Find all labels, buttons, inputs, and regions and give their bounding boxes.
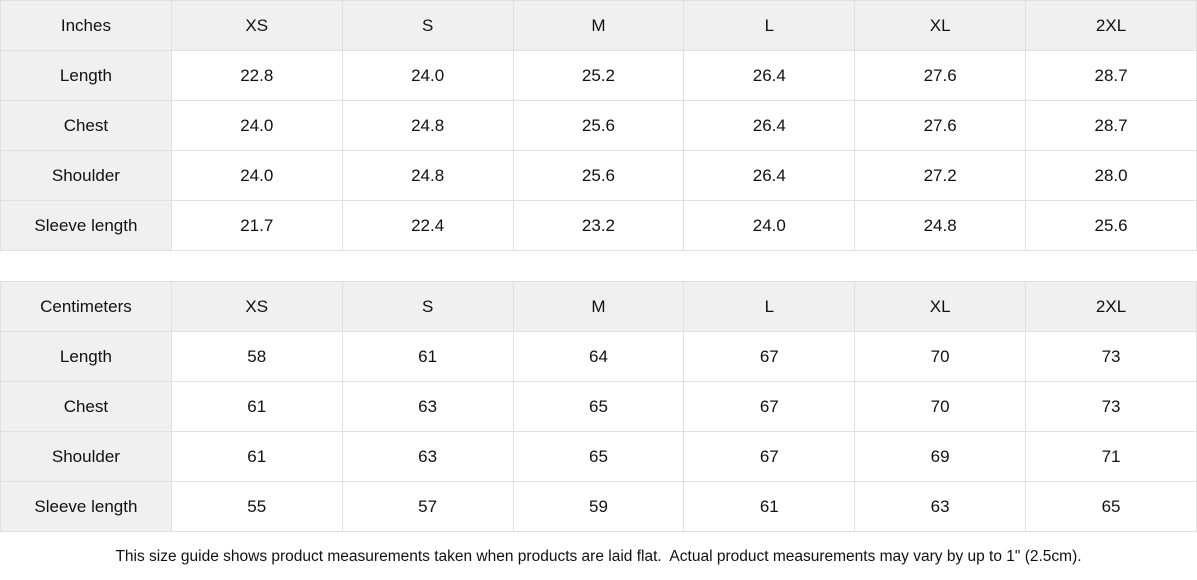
measurement-cell: 63 — [341, 381, 514, 432]
measurement-cell: 26.4 — [683, 150, 856, 201]
measurement-cell: 26.4 — [683, 50, 856, 101]
measurement-cell: 24.0 — [170, 100, 343, 151]
measurement-cell: 61 — [683, 481, 856, 532]
measurement-cell: 24.0 — [170, 150, 343, 201]
row-label-cell: Length — [0, 50, 172, 101]
measurement-cell: 59 — [512, 481, 685, 532]
measurement-cell: 22.4 — [341, 200, 514, 251]
centimeters-header-row: Centimeters XS S M L XL 2XL — [0, 281, 1197, 332]
measurement-cell: 21.7 — [170, 200, 343, 251]
measurement-cell: 25.6 — [1025, 200, 1197, 251]
table-row-shoulder: Shoulder 24.0 24.8 25.6 26.4 27.2 28.0 — [0, 150, 1197, 201]
measurement-cell: 28.7 — [1025, 50, 1197, 101]
measurement-cell: 22.8 — [170, 50, 343, 101]
measurement-cell: 61 — [170, 381, 343, 432]
measurement-cell: 24.8 — [341, 100, 514, 151]
measurement-cell: 63 — [341, 431, 514, 482]
size-header-cell-l: L — [683, 0, 856, 51]
table-row-shoulder: Shoulder 61 63 65 67 69 71 — [0, 431, 1197, 482]
unit-header-cell: Inches — [0, 0, 172, 51]
measurement-cell: 67 — [683, 331, 856, 382]
size-header-cell-xl: XL — [854, 281, 1027, 332]
inches-header-row: Inches XS S M L XL 2XL — [0, 0, 1197, 51]
size-header-cell-2xl: 2XL — [1025, 281, 1197, 332]
measurement-cell: 61 — [341, 331, 514, 382]
table-row-length: Length 22.8 24.0 25.2 26.4 27.6 28.7 — [0, 50, 1197, 101]
measurement-cell: 63 — [854, 481, 1027, 532]
size-header-cell-xs: XS — [170, 281, 343, 332]
measurement-cell: 27.6 — [854, 50, 1027, 101]
row-label-cell: Shoulder — [0, 150, 172, 201]
measurement-cell: 27.6 — [854, 100, 1027, 151]
measurement-cell: 65 — [512, 381, 685, 432]
measurement-cell: 24.8 — [341, 150, 514, 201]
measurement-cell: 57 — [341, 481, 514, 532]
measurement-cell: 70 — [854, 381, 1027, 432]
size-guide-note: This size guide shows product measuremen… — [115, 548, 1082, 565]
measurement-cell: 69 — [854, 431, 1027, 482]
measurement-cell: 55 — [170, 481, 343, 532]
row-label-cell: Length — [0, 331, 172, 382]
table-row-chest: Chest 61 63 65 67 70 73 — [0, 381, 1197, 432]
measurement-cell: 25.2 — [512, 50, 685, 101]
measurement-cell: 70 — [854, 331, 1027, 382]
row-label-cell: Chest — [0, 381, 172, 432]
inches-table: Inches XS S M L XL 2XL Length 22.8 24.0 … — [0, 0, 1197, 251]
measurement-cell: 23.2 — [512, 200, 685, 251]
measurement-cell: 67 — [683, 381, 856, 432]
measurement-cell: 65 — [512, 431, 685, 482]
size-header-cell-2xl: 2XL — [1025, 0, 1197, 51]
centimeters-table: Centimeters XS S M L XL 2XL Length 58 61… — [0, 281, 1197, 532]
row-label-cell: Sleeve length — [0, 481, 172, 532]
measurement-cell: 24.8 — [854, 200, 1027, 251]
size-header-cell-s: S — [341, 0, 514, 51]
measurement-cell: 73 — [1025, 331, 1197, 382]
unit-header-cell: Centimeters — [0, 281, 172, 332]
table-row-sleeve-length: Sleeve length 55 57 59 61 63 65 — [0, 481, 1197, 532]
measurement-cell: 25.6 — [512, 100, 685, 151]
size-header-cell-m: M — [512, 0, 685, 51]
measurement-cell: 71 — [1025, 431, 1197, 482]
size-header-cell-xs: XS — [170, 0, 343, 51]
table-row-length: Length 58 61 64 67 70 73 — [0, 331, 1197, 382]
measurement-cell: 58 — [170, 331, 343, 382]
measurement-cell: 24.0 — [341, 50, 514, 101]
measurement-cell: 28.0 — [1025, 150, 1197, 201]
row-label-cell: Sleeve length — [0, 200, 172, 251]
size-header-cell-l: L — [683, 281, 856, 332]
row-label-cell: Shoulder — [0, 431, 172, 482]
measurement-cell: 25.6 — [512, 150, 685, 201]
row-label-cell: Chest — [0, 100, 172, 151]
table-spacer — [0, 251, 1197, 281]
measurement-cell: 65 — [1025, 481, 1197, 532]
measurement-cell: 26.4 — [683, 100, 856, 151]
size-header-cell-s: S — [341, 281, 514, 332]
table-row-chest: Chest 24.0 24.8 25.6 26.4 27.6 28.7 — [0, 100, 1197, 151]
measurement-cell: 61 — [170, 431, 343, 482]
measurement-cell: 24.0 — [683, 200, 856, 251]
measurement-cell: 73 — [1025, 381, 1197, 432]
measurement-cell: 27.2 — [854, 150, 1027, 201]
table-row-sleeve-length: Sleeve length 21.7 22.4 23.2 24.0 24.8 2… — [0, 200, 1197, 251]
measurement-cell: 67 — [683, 431, 856, 482]
measurement-cell: 28.7 — [1025, 100, 1197, 151]
size-header-cell-xl: XL — [854, 0, 1027, 51]
size-header-cell-m: M — [512, 281, 685, 332]
measurement-cell: 64 — [512, 331, 685, 382]
size-guide-note-bar: This size guide shows product measuremen… — [0, 532, 1197, 580]
